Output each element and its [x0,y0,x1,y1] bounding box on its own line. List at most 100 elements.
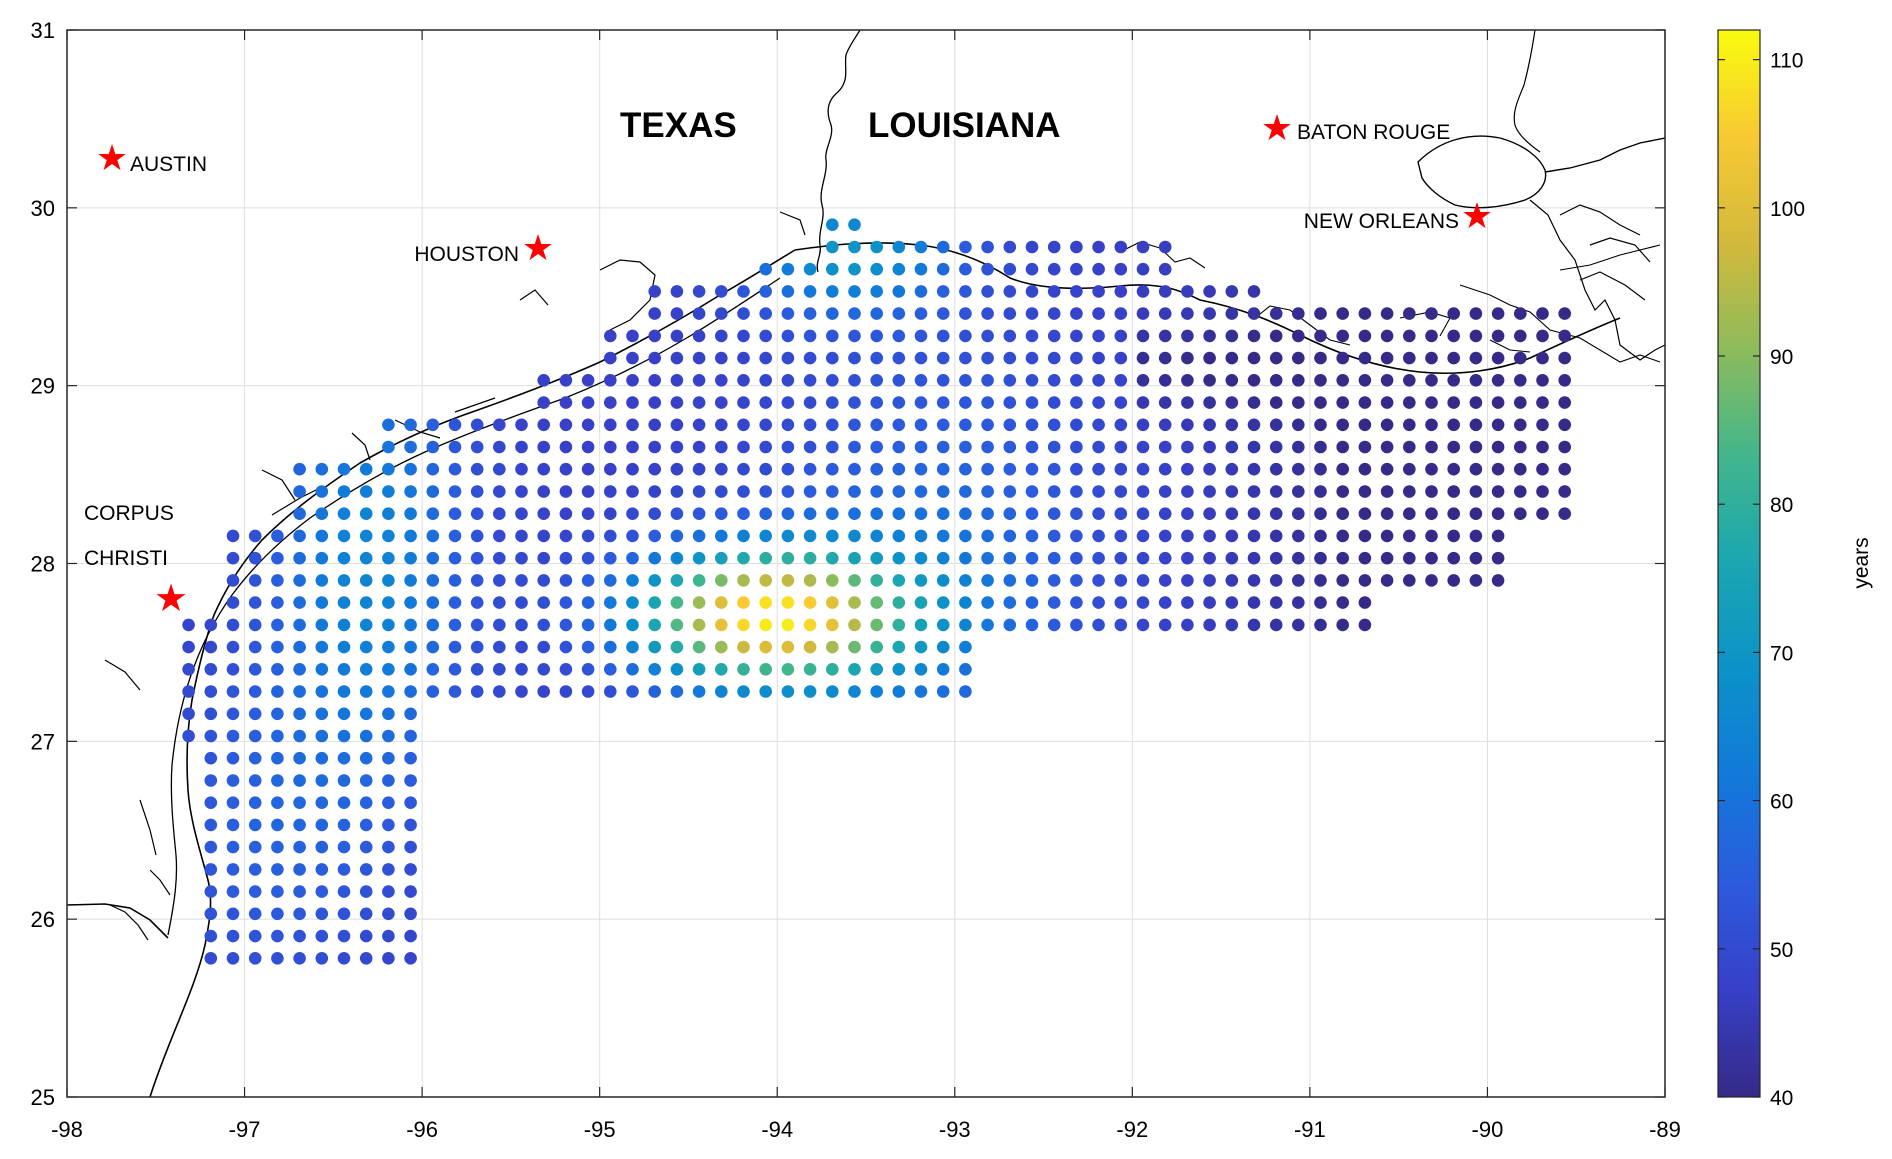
data-point [1314,574,1327,587]
data-point [1447,418,1460,432]
data-point [1225,374,1239,387]
data-point [914,351,928,365]
data-point [1003,596,1017,609]
data-point [315,574,329,587]
y-tick-label: 30 [31,196,55,221]
data-point [537,529,550,543]
data-point [1070,440,1083,454]
data-point [1358,574,1372,587]
data-point [1403,440,1416,454]
data-point [448,551,462,565]
data-point [226,663,240,676]
data-point [559,685,573,698]
data-point [1269,574,1283,587]
data-point [848,396,861,409]
data-point [1336,351,1349,365]
data-point [715,396,728,409]
data-point [648,418,661,432]
data-point [936,618,950,632]
data-point [914,663,928,676]
data-point [826,574,839,587]
colorbar: 40 50 60 70 80 90 100 110 years [1717,29,1873,1110]
data-point [803,551,817,565]
data-point [581,596,595,609]
data-point [715,663,728,676]
data-point [1070,396,1083,409]
data-point [204,707,218,721]
data-point [1158,329,1172,343]
data-point [537,663,550,676]
data-point [1047,396,1061,409]
data-point [1269,440,1283,454]
data-point [914,574,928,587]
data-point [914,285,928,298]
data-point [1070,285,1083,298]
data-point [359,462,373,476]
data-point [870,596,883,609]
data-point [670,374,684,387]
data-point [515,440,528,454]
data-point [1158,462,1172,476]
data-point [1336,440,1349,454]
data-point [337,907,351,921]
data-point [1136,462,1150,476]
data-point [248,640,262,654]
data-point [737,374,750,387]
data-point [315,751,329,765]
data-point [715,574,728,587]
data-point [759,551,772,565]
data-point [692,396,706,409]
data-point [515,485,528,498]
data-point [870,240,883,254]
data-point [226,574,240,587]
data-point [1070,351,1083,365]
data-point [1292,618,1305,632]
data-point [1025,440,1039,454]
data-point [715,618,728,632]
data-point [1003,462,1017,476]
data-point [248,685,262,698]
data-point [537,485,550,498]
data-point [1092,507,1105,520]
data-point [470,663,484,676]
data-point [1047,529,1061,543]
data-point [626,663,639,676]
data-point [670,551,684,565]
data-point [692,551,706,565]
data-point [1114,240,1128,254]
data-point [692,507,706,520]
data-point [1070,596,1083,609]
data-point [826,485,839,498]
data-point [1536,374,1549,387]
data-point [604,418,617,432]
data-point [692,574,706,587]
data-point [537,618,550,632]
data-point [1136,596,1150,609]
data-point [493,485,506,498]
data-point [759,685,772,698]
data-point [715,507,728,520]
data-point [670,685,684,698]
data-point [626,507,639,520]
data-point [1025,262,1039,276]
data-point [337,663,351,676]
data-point [870,351,883,365]
data-point [1247,618,1261,632]
data-point [359,885,373,898]
data-point [1203,396,1216,409]
data-point [559,618,573,632]
data-point [670,640,684,654]
data-point [715,418,728,432]
data-point [626,440,639,454]
data-point [1025,596,1039,609]
data-point [493,663,506,676]
data-point [515,640,528,654]
data-point [959,507,972,520]
data-point [670,285,684,298]
data-point [1225,529,1239,543]
data-point [1092,596,1105,609]
data-point [1447,374,1460,387]
data-point [1114,462,1128,476]
data-point [981,551,994,565]
data-point [936,329,950,343]
